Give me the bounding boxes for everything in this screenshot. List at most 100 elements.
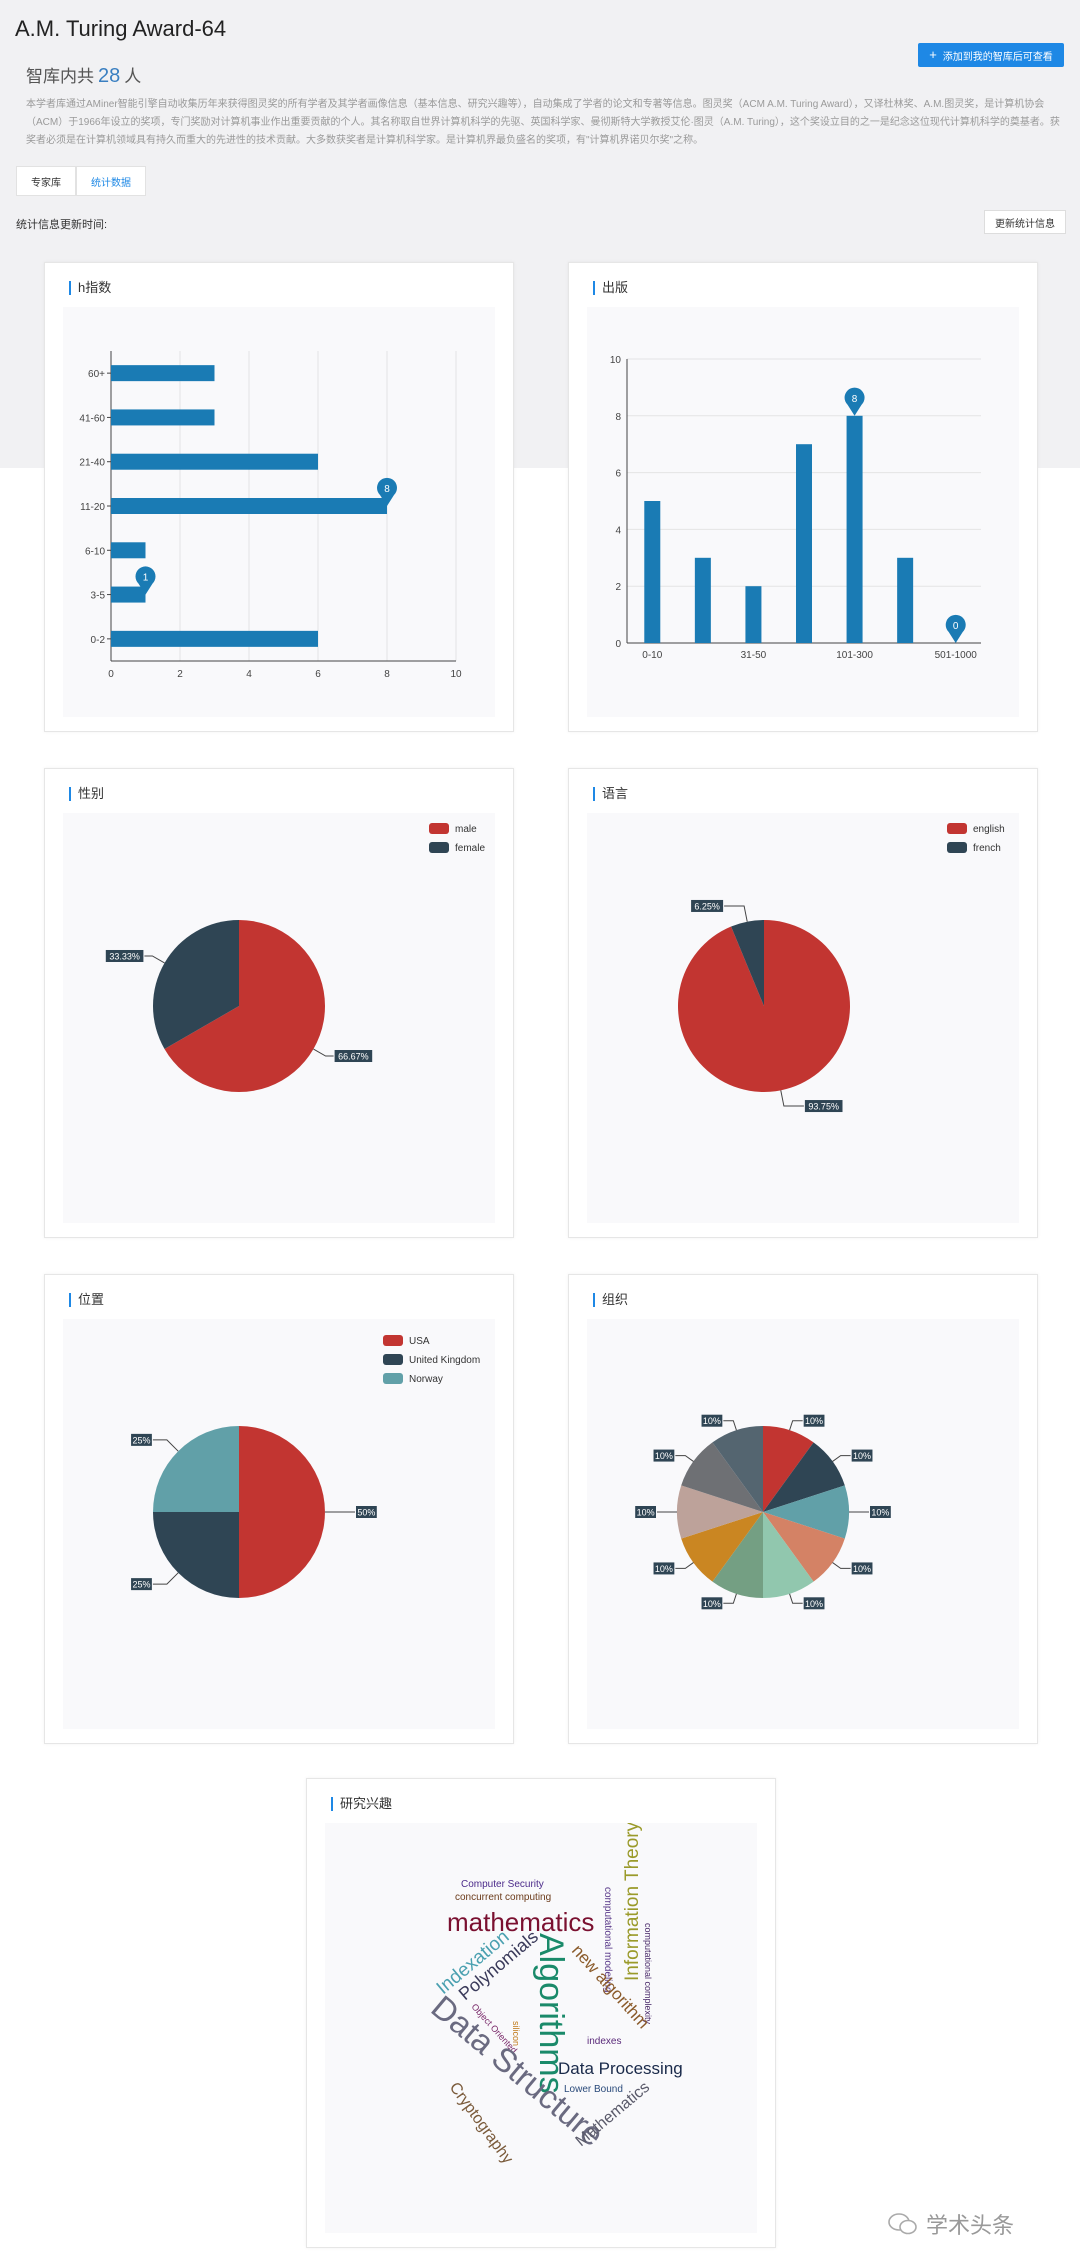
- add-to-library-label: 添加到我的智库后可查看: [942, 51, 1053, 63]
- org-label: 10%: [853, 1451, 871, 1461]
- gender-legend-label: male: [455, 824, 477, 835]
- hindex-bar: [111, 542, 146, 559]
- pub-y-tick: 10: [610, 355, 622, 366]
- gender-legend-label: female: [455, 843, 485, 854]
- count-value: 28: [98, 65, 121, 87]
- location-slice: [153, 1512, 239, 1598]
- org-label: 10%: [805, 1599, 823, 1609]
- pub-bar: [745, 586, 762, 643]
- add-to-library-button[interactable]: + 添加到我的智库后可查看: [918, 43, 1064, 67]
- org-label: 10%: [805, 1416, 823, 1426]
- chart-title-organization: 组织: [593, 1293, 628, 1307]
- library-description: 本学者库通过AMiner智能引擎自动收集历年来获得图灵奖的所有学者及其学者画像信…: [26, 99, 1060, 146]
- update-stats-button[interactable]: 更新统计信息: [984, 210, 1066, 234]
- pub-bar: [897, 557, 914, 643]
- pub-x-tick: 101-300: [836, 650, 873, 661]
- interest-word: silicon: [511, 2021, 521, 2046]
- pub-marker: 8: [844, 387, 865, 416]
- org-label-box: [701, 1414, 723, 1427]
- language-leader: [724, 905, 748, 922]
- org-label-box: [635, 1506, 656, 1518]
- org-label-box: [701, 1597, 723, 1610]
- org-slice: [681, 1512, 763, 1582]
- org-slice: [763, 1512, 845, 1582]
- pub-marker-label: 8: [852, 394, 858, 405]
- chart-card-publications: 出版 0 2 4 6 8 10 0-10 31-50 101-300 501-1000 8 0: [568, 262, 1038, 732]
- hindex-marker-label: 1: [143, 573, 149, 584]
- tab-expert-library[interactable]: 专家库: [16, 166, 76, 196]
- org-label: 10%: [637, 1508, 655, 1518]
- location-leader: [152, 1439, 179, 1452]
- org-label-box: [851, 1562, 873, 1575]
- chart-title-interests: 研究兴趣: [331, 1797, 392, 1811]
- chart-card-organization: 组织 10% 10% 10% 10% 10% 10% 10% 10% 10% 10%: [568, 1274, 1038, 1744]
- pub-marker-shape: [844, 387, 865, 416]
- org-leader: [789, 1593, 803, 1604]
- location-label-box: [131, 1578, 152, 1591]
- hindex-bar: [111, 586, 146, 603]
- plus-icon: +: [929, 47, 937, 62]
- interest-word: Data Processing: [558, 2059, 683, 2078]
- language-leader: [780, 1090, 804, 1107]
- hindex-bar: [111, 453, 318, 470]
- gender-legend-swatch: [429, 842, 449, 853]
- org-slice: [763, 1426, 814, 1512]
- hindex-y-tick: 21-40: [79, 458, 105, 469]
- stats-update-time-label: 统计信息更新时间:: [16, 219, 108, 231]
- location-label: 25%: [132, 1580, 150, 1590]
- hindex-marker-shape: [377, 477, 398, 506]
- chart-card-location: 位置 50% 25% 25% USA United Kingdom Norway: [44, 1274, 514, 1744]
- tab-statistics[interactable]: 统计数据: [76, 166, 146, 196]
- hindex-marker-shape: [135, 566, 156, 595]
- org-slice: [677, 1485, 763, 1539]
- location-slice: [153, 1426, 239, 1512]
- org-slice: [763, 1512, 814, 1598]
- chart-title-gender: 性别: [69, 787, 104, 801]
- language-legend-swatch: [947, 823, 967, 834]
- pub-bar: [846, 415, 863, 643]
- language-pie-chart: 93.75% 6.25% english french: [678, 823, 1005, 1113]
- hindex-bar-chart: 0 2 4 6 8 10 0-2 3-5 6-10 11-20 21-40 41-60 60+ 8 1: [79, 351, 462, 680]
- interest-word: concurrent computing: [455, 1892, 551, 1903]
- org-label-box: [653, 1449, 675, 1462]
- gender-label: 33.33%: [109, 951, 140, 961]
- interest-word: computational complexity: [643, 1923, 653, 2025]
- chart-card-language: 语言 93.75% 6.25% english french: [568, 768, 1038, 1238]
- org-leader: [723, 1420, 737, 1431]
- language-label: 93.75%: [808, 1102, 839, 1112]
- pub-y-tick: 0: [615, 639, 621, 650]
- wechat-icon: [888, 2213, 917, 2235]
- org-label-box: [653, 1562, 675, 1575]
- gender-leader: [144, 955, 165, 964]
- org-slice: [763, 1485, 849, 1539]
- location-legend-label: Norway: [409, 1374, 443, 1385]
- hindex-y-tick: 60+: [88, 369, 105, 380]
- language-label: 6.25%: [694, 901, 720, 911]
- publications-plot: 0 2 4 6 8 10 0-10 31-50 101-300 501-1000 8 0: [587, 307, 1019, 717]
- gender-pie-chart: 66.67% 33.33% male female: [105, 823, 485, 1092]
- location-leader: [152, 1572, 179, 1585]
- language-label-box: [691, 899, 724, 912]
- location-legend-label: United Kingdom: [409, 1355, 480, 1366]
- tab-bar: 专家库 统计数据: [16, 166, 146, 196]
- location-label: 25%: [132, 1435, 150, 1445]
- organization-plot: 10% 10% 10% 10% 10% 10% 10% 10% 10% 10%: [587, 1319, 1019, 1729]
- hindex-bar: [111, 365, 215, 382]
- interests-plot: Computer Security concurrent computing mat…: [325, 1823, 757, 2233]
- watermark: 学术头条: [888, 2208, 1014, 2240]
- hindex-marker: 8: [377, 477, 398, 506]
- org-leader: [832, 1455, 851, 1462]
- org-label: 10%: [703, 1599, 721, 1609]
- pub-x-tick: 0-10: [642, 650, 662, 661]
- pub-y-tick: 8: [615, 412, 621, 423]
- org-leader: [675, 1562, 694, 1569]
- interest-word: Computer Security: [461, 1879, 544, 1890]
- pub-x-tick: 501-1000: [935, 650, 978, 661]
- gender-leader: [313, 1048, 334, 1057]
- hindex-y-tick: 11-20: [80, 502, 105, 513]
- location-legend-swatch: [383, 1373, 403, 1384]
- interest-word: Algorithms: [532, 1933, 570, 2094]
- interest-word: Information Theory: [622, 1823, 643, 1981]
- chart-card-gender: 性别 66.67% 33.33% male female: [44, 768, 514, 1238]
- gender-slice: [164, 920, 325, 1092]
